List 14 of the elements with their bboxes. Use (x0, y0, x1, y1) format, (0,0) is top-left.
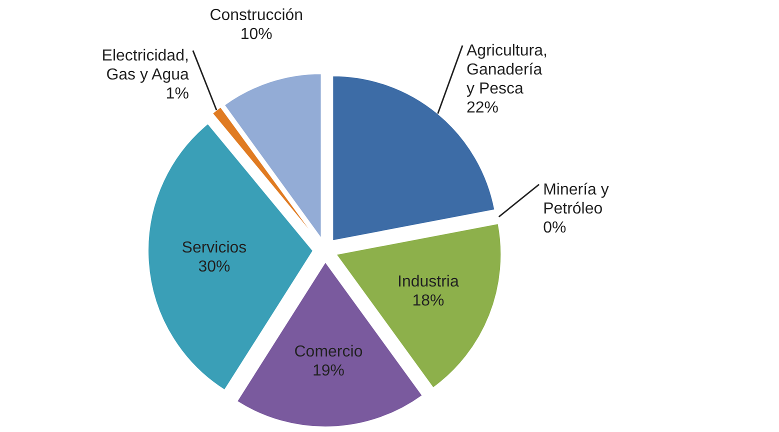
data-label: 30% (198, 258, 230, 276)
slice-label: Industria (398, 273, 459, 290)
slice-label: Comercio (294, 343, 363, 360)
data-label: 10% (240, 26, 272, 43)
data-label: 18% (412, 292, 444, 310)
data-label: 22% (466, 99, 499, 116)
slice-label: Construcción (210, 6, 304, 24)
slice-label: Electricidad, Gas y Agua (102, 48, 190, 84)
slice-label: Agricultura, Ganadería y Pesca (466, 42, 548, 98)
legend-label: Minería y Petróleo (543, 181, 609, 218)
data-label: 1% (166, 86, 189, 103)
text: 0% (543, 219, 566, 236)
data-label: 19% (312, 362, 344, 380)
slice-label: Servicios (182, 239, 247, 256)
